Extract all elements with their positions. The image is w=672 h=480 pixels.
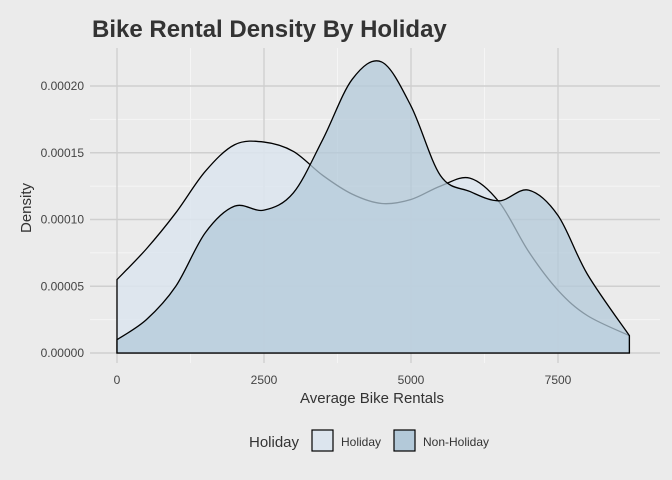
x-tick-label: 0 (114, 373, 121, 387)
density-area-non-holiday (116, 60, 631, 354)
legend-key-non-holiday (393, 429, 416, 452)
y-axis-title: Density (18, 182, 35, 233)
y-tick-label: 0.00015 (41, 146, 85, 160)
y-tick-label: 0.00010 (41, 213, 85, 227)
legend-key-holiday (311, 429, 334, 452)
x-axis-title: Average Bike Rentals (300, 390, 444, 407)
series-layer (116, 60, 631, 354)
x-tick-label: 2500 (251, 373, 278, 387)
y-tick-label: 0.00005 (41, 279, 85, 293)
y-tick-label: 0.00000 (41, 346, 85, 360)
legend-label-non-holiday: Non-Holiday (423, 435, 489, 449)
tick-layer: 0 2500 5000 7500 0.00000 0.00005 0.00010 0.0001… (41, 79, 572, 387)
legend-label-holiday: Holiday (341, 435, 381, 449)
x-tick-label: 5000 (398, 373, 425, 387)
legend: Holiday Holiday Non-Holiday (249, 429, 489, 452)
y-tick-label: 0.00020 (41, 79, 85, 93)
x-tick-label: 7500 (545, 373, 572, 387)
chart-title: Bike Rental Density By Holiday (92, 16, 447, 43)
legend-title: Holiday (249, 434, 300, 451)
